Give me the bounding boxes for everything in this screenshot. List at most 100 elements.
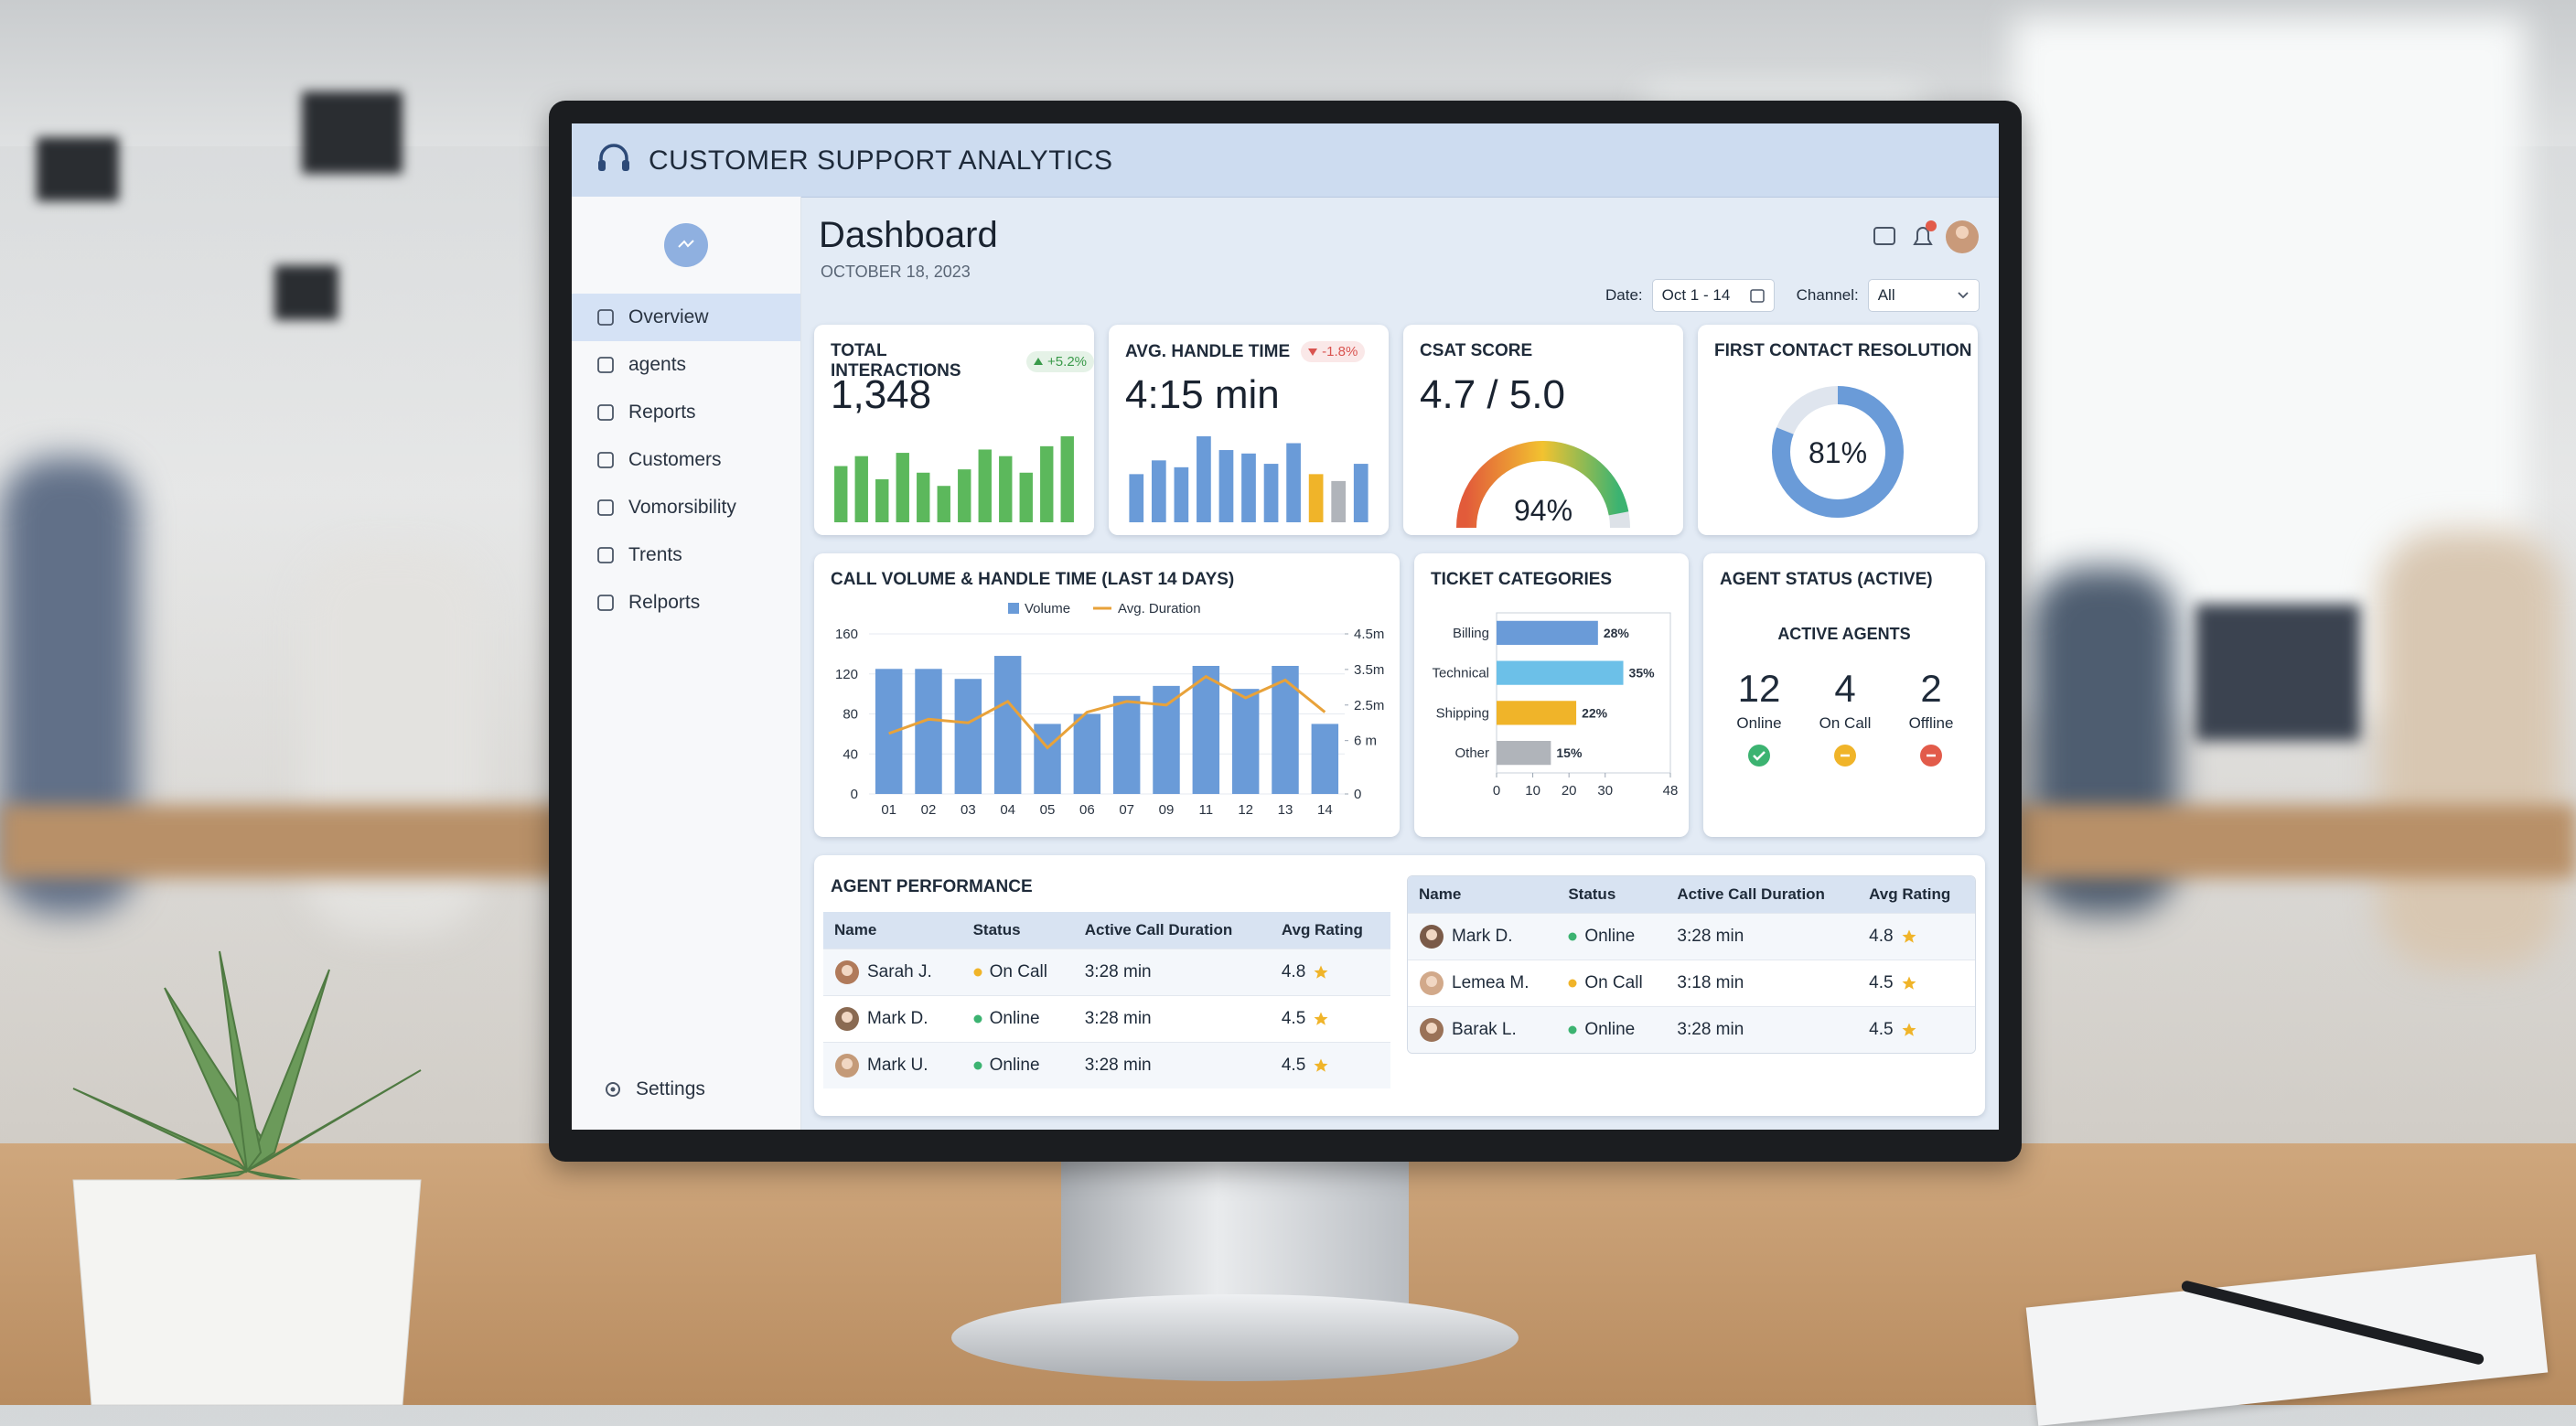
- status-cell: Online: [1557, 913, 1667, 960]
- rating-star: [1314, 1012, 1328, 1025]
- status-dot-shape: [1568, 1025, 1577, 1035]
- star-shape: [1902, 1023, 1916, 1036]
- nav-icon-shape: [597, 452, 614, 468]
- spark-bar: [1197, 436, 1211, 522]
- kpi-card: TOTAL INTERACTIONS +5.2% 1,348: [814, 325, 1094, 535]
- avg-rating: 4.5: [1869, 973, 1894, 992]
- y-tick-label: 120: [835, 667, 858, 682]
- top-bar: CUSTOMER SUPPORT ANALYTICS: [572, 123, 1999, 198]
- chat-icon[interactable]: [1873, 227, 1895, 245]
- change-value: +5.2%: [1047, 353, 1087, 370]
- table-row: Mark D. Online 3:28 min 4.5: [823, 995, 1390, 1043]
- nav-item[interactable]: Reports: [572, 389, 800, 436]
- y2-tick-label: 2.5m: [1354, 698, 1384, 713]
- y2-tick-label: 3.5m: [1354, 662, 1384, 678]
- status-dot-shape: [1568, 979, 1577, 988]
- nav-item[interactable]: agents: [572, 341, 800, 389]
- value-label: 22%: [1582, 705, 1608, 720]
- nav-item[interactable]: Trents: [572, 531, 800, 579]
- agent-name: Mark D.: [1452, 927, 1513, 946]
- header-row: Name Status Active Call Duration Avg Rating: [823, 912, 1390, 949]
- legend-swatch: [1008, 603, 1019, 614]
- status-dot-shape: [973, 1014, 982, 1024]
- spark-bar: [1263, 464, 1279, 522]
- duration-cell: 3:28 min: [1666, 913, 1859, 960]
- status-wrap: Online: [973, 1009, 1063, 1029]
- x-tick-label: 06: [1079, 802, 1095, 818]
- spark-bar: [999, 456, 1013, 522]
- spark-bar: [834, 466, 848, 522]
- avatar: [835, 1054, 859, 1078]
- page-title: Dashboard: [819, 215, 998, 255]
- nav-item[interactable]: Relports: [572, 579, 800, 627]
- agent-status: Online: [1584, 1020, 1636, 1039]
- y2-tick-label: 0: [1354, 787, 1361, 802]
- spark-bar: [1218, 450, 1234, 522]
- channel-select[interactable]: All: [1867, 279, 1980, 312]
- rating-wrap: 4.8: [1282, 962, 1379, 982]
- chart-card: TICKET CATEGORIES 0 10 20 30 48 Billing 28% Tech…: [1414, 553, 1689, 837]
- call-duration: 3:28 min: [1677, 1020, 1744, 1039]
- status-icon: [1920, 745, 1942, 767]
- category-label: Billing: [1453, 626, 1489, 641]
- column-header: Name: [1408, 876, 1558, 914]
- bell-icon[interactable]: [1913, 227, 1933, 245]
- change-badge: +5.2%: [1026, 350, 1094, 372]
- hbar-chart: 0 10 20 30 48 Billing 28% Technical 35% Shipping 2…: [1432, 612, 1678, 799]
- settings[interactable]: Settings: [579, 1066, 804, 1113]
- rating-wrap: 4.5: [1869, 1020, 1964, 1040]
- line: [888, 674, 1326, 750]
- date-picker[interactable]: Oct 1 - 14: [1651, 279, 1775, 312]
- settings-icon: [606, 1082, 620, 1097]
- agent-status: Online: [989, 1009, 1040, 1028]
- avg-rating: 4.8: [1281, 962, 1306, 981]
- call-duration: 3:28 min: [1084, 962, 1152, 981]
- avatar: [835, 960, 859, 984]
- screen: CUSTOMER SUPPORT ANALYTICS Overview agent…: [572, 123, 1999, 1130]
- spark-bar: [896, 453, 909, 522]
- nav-icon-shape: [597, 499, 614, 516]
- status-wrap: Online: [1568, 927, 1655, 947]
- logo: [664, 223, 708, 267]
- nav-label: agents: [628, 354, 687, 375]
- plot-frame: [1496, 612, 1671, 774]
- x-tick-label: 11: [1199, 802, 1214, 818]
- kpi-value: 1,348: [831, 372, 932, 417]
- kpi-title-row: CSAT SCORE: [1420, 341, 1532, 361]
- bar: [1497, 701, 1577, 725]
- star-shape: [1902, 976, 1916, 990]
- nav-item[interactable]: Customers: [572, 436, 800, 484]
- lamp: [302, 91, 402, 174]
- nav-label: Trents: [628, 544, 682, 565]
- headset-icon: [598, 144, 629, 171]
- date-value: Oct 1 - 14: [1661, 286, 1731, 304]
- nav-icon: [597, 452, 614, 468]
- monitor-base: [951, 1294, 1519, 1381]
- call-duration: 3:28 min: [1677, 927, 1744, 946]
- status-dot: [973, 1014, 982, 1024]
- bar: [1311, 724, 1339, 794]
- status-wrap: On Call: [1568, 973, 1655, 993]
- kpi-title: FIRST CONTACT RESOLUTION: [1714, 341, 1972, 360]
- nav-item[interactable]: Vomorsibility: [572, 484, 800, 531]
- nav-item[interactable]: Overview: [572, 294, 800, 341]
- change-badge: -1.8%: [1301, 341, 1366, 362]
- trend-arrow-shape: [1308, 348, 1318, 356]
- column-header: Status: [961, 912, 1074, 949]
- back-monitor: [2195, 604, 2360, 741]
- name-wrap: Sarah J.: [834, 960, 951, 985]
- table-row: Mark U. Online 3:28 min 4.5: [823, 1042, 1390, 1088]
- donut-value: [1772, 386, 1904, 518]
- star-shape: [1314, 965, 1328, 979]
- column-header: Active Call Duration: [1666, 876, 1859, 914]
- agent-status: On Call: [989, 962, 1047, 981]
- x-tick-label: 13: [1278, 802, 1293, 818]
- spark-bar: [1331, 480, 1347, 522]
- page-date: OCTOBER 18, 2023: [821, 263, 971, 281]
- table-row: Mark D. Online 3:28 min 4.8: [1408, 913, 1975, 960]
- bar: [993, 656, 1022, 794]
- star-shape: [1902, 929, 1916, 943]
- nav-icon: [597, 309, 614, 326]
- call-duration: 3:28 min: [1084, 1056, 1152, 1075]
- bar: [1497, 620, 1598, 645]
